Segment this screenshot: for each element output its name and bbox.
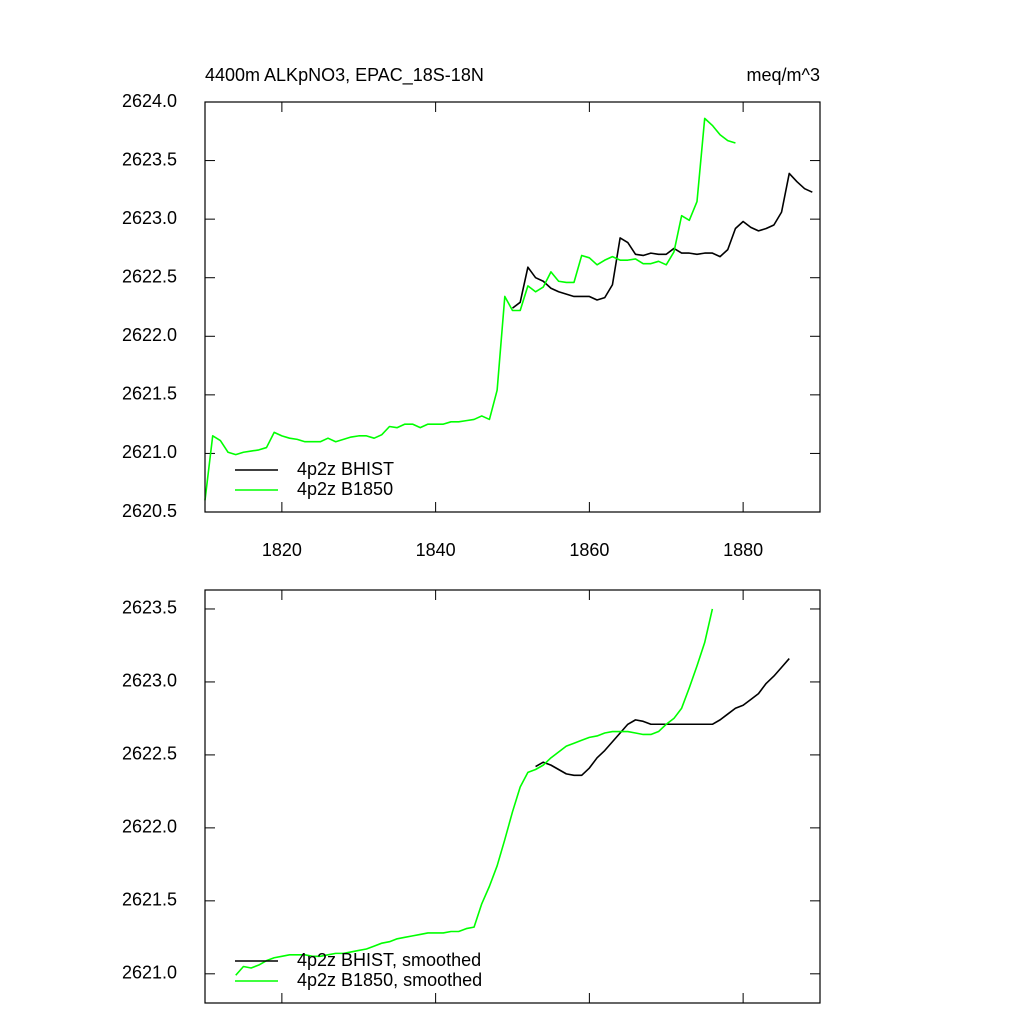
series-line <box>512 172 813 309</box>
y-tick-label: 2623.5 <box>122 598 177 618</box>
series-line <box>204 117 736 501</box>
y-tick-label: 2622.5 <box>122 744 177 764</box>
y-tick-label: 2621.5 <box>122 384 177 404</box>
chart-title: 4400m ALKpNO3, EPAC_18S-18N <box>205 65 484 86</box>
series-line <box>535 658 790 777</box>
plot-frame <box>204 101 821 513</box>
x-tick-label: 1840 <box>416 540 456 560</box>
y-tick-label: 2623.0 <box>122 671 177 691</box>
y-tick-label: 2621.0 <box>122 442 177 462</box>
legend-label: 4p2z B1850 <box>297 479 393 499</box>
units-label: meq/m^3 <box>747 65 820 85</box>
y-tick-label: 2622.5 <box>122 266 177 286</box>
y-tick-label: 2620.5 <box>122 501 177 521</box>
series-line <box>235 608 714 976</box>
y-tick-label: 2624.0 <box>122 91 177 111</box>
y-tick-label: 2621.5 <box>122 890 177 910</box>
legend-label: 4p2z BHIST <box>297 459 394 479</box>
y-tick-label: 2621.0 <box>122 963 177 983</box>
legend-label: 4p2z BHIST, smoothed <box>297 950 481 970</box>
y-tick-label: 2622.0 <box>122 817 177 837</box>
legend-label: 4p2z B1850, smoothed <box>297 970 482 990</box>
x-tick-label: 1880 <box>723 540 763 560</box>
plot-frame <box>204 589 821 1004</box>
x-tick-label: 1820 <box>262 540 302 560</box>
y-tick-label: 2623.5 <box>122 149 177 169</box>
y-tick-label: 2623.0 <box>122 208 177 228</box>
x-tick-label: 1860 <box>569 540 609 560</box>
y-tick-label: 2622.0 <box>122 325 177 345</box>
